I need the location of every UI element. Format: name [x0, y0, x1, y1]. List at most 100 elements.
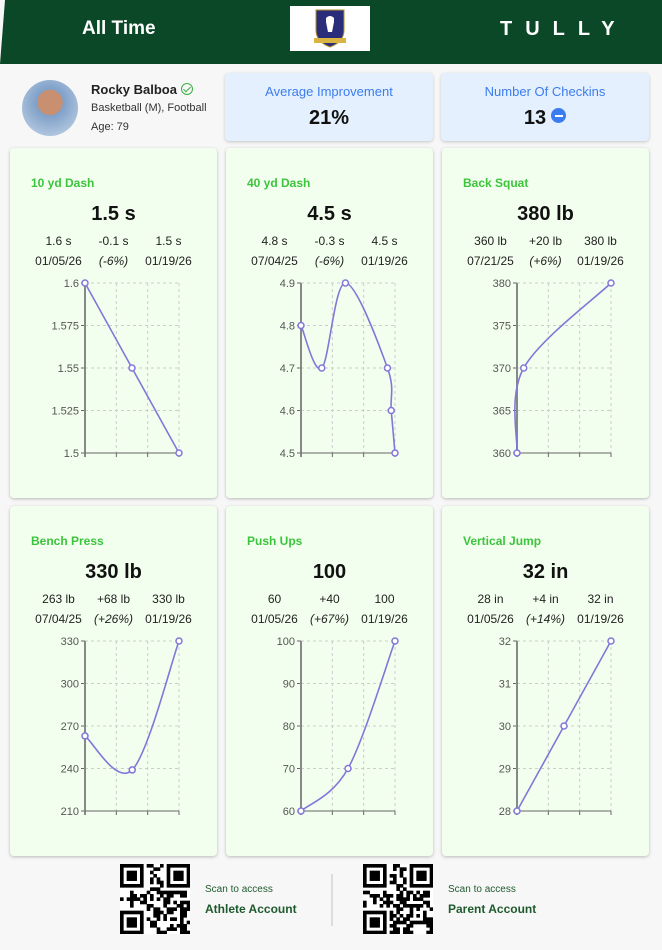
y-tick-label: 100 — [277, 636, 295, 648]
y-tick-label: 365 — [493, 406, 511, 418]
qr-code-pattern — [120, 864, 191, 935]
data-point — [318, 364, 326, 372]
athlete-qr-code[interactable] — [120, 864, 191, 935]
last-date: 01/19/26 — [577, 254, 624, 268]
y-tick-label: 1.525 — [51, 406, 79, 418]
scan-label: Scan to access — [205, 884, 273, 895]
line-chart: 210 240 270 300 330 — [61, 636, 183, 818]
data-point — [128, 364, 136, 372]
data-point — [391, 637, 399, 645]
stat-label: Number Of Checkins — [484, 84, 606, 99]
line-chart: 1.5 1.525 1.55 1.575 1.6 — [51, 278, 183, 460]
metric-title: Bench Press — [31, 534, 104, 548]
change-value: +20 lb — [528, 234, 563, 248]
stat-label: Average Improvement — [265, 84, 393, 99]
athlete-profile: Rocky Balboa Basketball (M), Football Ag… — [22, 78, 222, 138]
header: All Time TULLY — [0, 0, 662, 64]
change-percent: (-6%) — [314, 254, 345, 268]
change-percent: (-6%) — [98, 254, 129, 268]
data-point — [513, 807, 521, 815]
athlete-sports: Basketball (M), Football — [91, 102, 207, 114]
y-tick-label: 300 — [61, 679, 79, 691]
y-tick-label: 240 — [61, 764, 79, 776]
first-value: 60 — [267, 592, 282, 606]
change-value: -0.1 s — [98, 234, 129, 248]
change-value: +68 lb — [96, 592, 131, 606]
stat-value: 13 — [523, 107, 547, 129]
athlete-name-text: Rocky Balboa — [91, 82, 177, 97]
avatar — [22, 80, 78, 136]
athlete-name: Rocky Balboa — [91, 82, 193, 97]
series-line — [84, 640, 180, 774]
y-tick-label: 70 — [283, 764, 295, 776]
metric-title: Push Ups — [247, 534, 303, 548]
metric-current-value: 100 — [312, 561, 347, 583]
data-point — [175, 637, 183, 645]
period-title[interactable]: All Time — [82, 18, 156, 39]
metric-title: Back Squat — [463, 176, 529, 190]
data-point — [128, 766, 136, 774]
change-value: +40 — [319, 592, 340, 606]
athlete-age: Age: 79 — [91, 121, 129, 133]
metric-card-10-yd-dash[interactable]: 10 yd Dash 1.5 s 1.6 s -0.1 s 1.5 s 01/05/… — [10, 148, 217, 498]
y-tick-label: 29 — [499, 764, 511, 776]
y-tick-label: 330 — [61, 636, 79, 648]
first-value: 1.6 s — [45, 234, 72, 248]
change-percent: (+14%) — [525, 612, 566, 626]
last-value: 380 lb — [584, 234, 617, 248]
first-date: 07/04/25 — [251, 254, 298, 268]
metric-card-bench-press[interactable]: Bench Press 330 lb 263 lb +68 lb 330 lb 07… — [10, 506, 217, 856]
data-point — [297, 807, 305, 815]
average-improvement-card: Average Improvement 21% — [225, 73, 433, 141]
first-value: 360 lb — [474, 234, 507, 248]
verified-check-icon — [180, 83, 193, 95]
data-point — [341, 279, 350, 287]
y-tick-label: 30 — [499, 721, 511, 733]
last-value: 4.5 s — [371, 234, 398, 248]
last-date: 01/19/26 — [361, 612, 408, 626]
y-tick-label: 4.8 — [280, 321, 295, 333]
line-chart: 28 29 30 31 32 — [499, 636, 615, 818]
data-point — [344, 764, 352, 773]
y-tick-label: 1.55 — [58, 363, 79, 375]
data-point — [607, 637, 615, 645]
metric-current-value: 330 lb — [85, 561, 142, 583]
first-date: 01/05/26 — [251, 612, 298, 626]
y-tick-label: 210 — [61, 806, 79, 818]
y-tick-label: 4.6 — [280, 406, 295, 418]
brand-name: TULLY — [500, 18, 628, 40]
first-date: 01/05/26 — [467, 612, 514, 626]
y-tick-label: 28 — [499, 806, 511, 818]
data-point — [560, 722, 568, 730]
metric-current-value: 32 in — [522, 561, 569, 583]
line-chart: 4.5 4.6 4.7 4.8 4.9 — [280, 278, 399, 460]
y-tick-label: 1.5 — [64, 448, 79, 460]
parent-qr-code[interactable] — [363, 864, 434, 935]
metric-card-push-ups[interactable]: Push Ups 100 60 +40 100 01/05/26 (+67%) 01/1… — [226, 506, 433, 856]
y-tick-label: 31 — [499, 679, 511, 691]
y-tick-label: 32 — [499, 636, 511, 648]
first-value: 28 in — [477, 592, 504, 606]
y-tick-label: 360 — [493, 448, 511, 460]
last-date: 01/19/26 — [577, 612, 624, 626]
metric-card-back-squat[interactable]: Back Squat 380 lb 360 lb +20 lb 380 lb 07/… — [442, 148, 649, 498]
divider — [331, 874, 333, 926]
change-value: -0.3 s — [314, 234, 345, 248]
line-chart: 360 365 370 375 380 — [493, 278, 615, 460]
metric-card-40-yd-dash[interactable]: 40 yd Dash 4.5 s 4.8 s -0.3 s 4.5 s 07/04/… — [226, 148, 433, 498]
last-value: 32 in — [587, 592, 614, 606]
y-tick-label: 375 — [493, 321, 511, 333]
change-percent: (+6%) — [529, 254, 562, 268]
qr-code-pattern — [363, 864, 434, 935]
data-point — [81, 279, 89, 287]
minus-circle-icon[interactable] — [551, 108, 567, 123]
metric-card-vertical-jump[interactable]: Vertical Jump 32 in 28 in +4 in 32 in 01/0… — [442, 506, 649, 856]
metric-current-value: 380 lb — [517, 203, 574, 225]
y-tick-label: 4.5 — [280, 448, 295, 460]
y-tick-label: 1.575 — [51, 321, 79, 333]
data-point — [387, 406, 395, 415]
team-logo — [290, 6, 370, 51]
data-point — [297, 321, 305, 330]
first-value: 263 lb — [42, 592, 75, 606]
last-value: 1.5 s — [155, 234, 182, 248]
